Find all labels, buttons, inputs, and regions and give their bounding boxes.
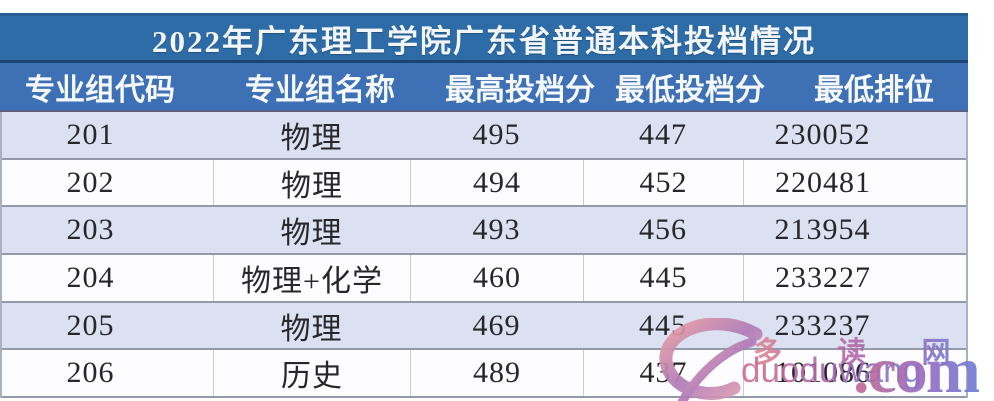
cell-group-code: 205 — [66, 308, 115, 342]
cell-group-code: 201 — [66, 118, 115, 151]
cell-group-code: 204 — [66, 261, 115, 294]
table-title: 2022年广东理工学院广东省普通本科投档情况 — [152, 23, 816, 59]
table-header-row: 专业组代码 专业组名称 最高投档分 最低投档分 最低排位 — [0, 63, 968, 112]
cell-group-name: 物理 — [213, 160, 410, 205]
cell-min-rank: 101086 — [743, 350, 966, 396]
cell-max-score: 460 — [410, 255, 583, 301]
cell-min-score: 445 — [639, 308, 687, 342]
cell-min-rank: 233227 — [743, 255, 966, 301]
cell-group-code: 203 — [66, 213, 115, 246]
cell-min-rank: 233237 — [774, 308, 871, 342]
table-row: 201 物理 495 447 230052 — [2, 112, 966, 160]
cell-max-score: 493 — [472, 213, 521, 246]
cell-group-code: 202 — [66, 165, 115, 199]
column-header-group-name: 专业组名称 — [245, 73, 395, 107]
table-title-bar: 2022年广东理工学院广东省普通本科投档情况 — [0, 13, 968, 63]
column-header-max-score: 最高投档分 — [445, 73, 595, 107]
cell-group-code: 206 — [66, 356, 115, 389]
table-row: 206 历史 489 437 101086 — [2, 350, 966, 398]
cell-group-name: 物理 — [280, 217, 343, 250]
table-row: 202 物理 494 452 220481 — [2, 160, 966, 207]
table-row: 204 物理+化学 460 445 233227 — [2, 255, 966, 303]
cell-group-name: 历史 — [213, 350, 410, 396]
table-row: 203 物理 493 456 213954 — [2, 207, 966, 255]
column-header-min-score: 最低投档分 — [615, 73, 765, 107]
cell-min-score: 447 — [639, 118, 687, 151]
cell-min-rank: 213954 — [774, 213, 871, 246]
table-body: 201 物理 495 447 230052 202 物理 494 452 220481 203 物理 4… — [0, 112, 968, 398]
cell-min-rank: 230052 — [774, 118, 871, 151]
cell-min-rank: 220481 — [743, 160, 966, 205]
table-row: 205 物理 469 445 233237 — [2, 303, 966, 350]
cell-group-name: 物理+化学 — [213, 255, 410, 301]
cell-max-score: 469 — [472, 308, 521, 342]
cell-max-score: 495 — [472, 118, 521, 151]
cell-min-score: 456 — [639, 213, 687, 246]
column-header-group-code: 专业组代码 — [25, 73, 175, 107]
cell-min-score: 445 — [583, 255, 743, 301]
cell-max-score: 494 — [410, 160, 583, 205]
cell-group-name: 物理 — [280, 312, 343, 346]
cell-group-name: 物理 — [280, 122, 343, 155]
column-header-min-rank: 最低排位 — [814, 73, 934, 107]
cell-min-score: 452 — [583, 160, 743, 205]
cell-max-score: 489 — [410, 350, 583, 396]
cell-min-score: 437 — [583, 350, 743, 396]
admission-table: 2022年广东理工学院广东省普通本科投档情况 专业组代码 专业组名称 最高投档分… — [0, 13, 968, 398]
